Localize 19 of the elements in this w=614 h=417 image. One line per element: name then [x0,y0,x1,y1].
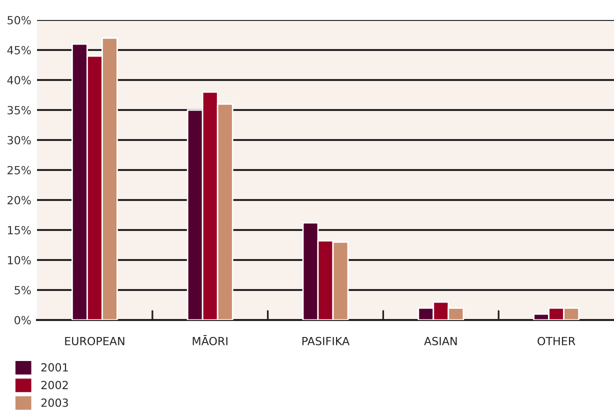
x-tick-label: EUROPEAN [65,336,124,346]
x-tick-label: ASIAN [424,336,457,346]
x-tick-label: OTHER [538,336,576,346]
legend-label: 2003 [41,398,68,407]
y-tick-label: 10% [8,256,31,264]
y-tick-label: 25% [8,166,31,174]
legend-label: 2002 [41,380,68,390]
y-tick-label: 5% [14,286,31,294]
legend-label: 2001 [41,363,68,372]
x-tick-label: MĀORI [192,335,228,346]
y-tick-label: 40% [7,76,31,84]
y-tick-label: 20% [8,196,31,204]
y-tick-label: 0% [14,316,31,324]
y-tick-label: 30% [8,136,31,144]
y-tick-label: 35% [8,106,31,114]
y-tick-label: 50% [8,16,31,24]
x-tick-label: PASIFIKA [302,336,350,346]
y-tick-label: 45% [7,46,31,54]
y-tick-label: 15% [8,226,31,234]
